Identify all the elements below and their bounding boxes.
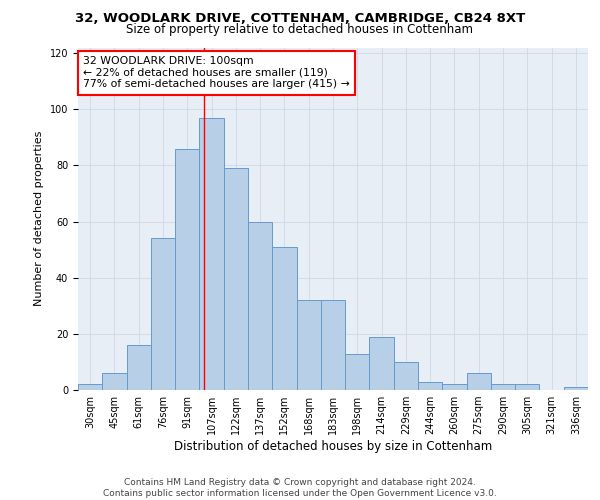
Bar	[370, 336, 394, 390]
Bar	[515, 384, 539, 390]
Y-axis label: Number of detached properties: Number of detached properties	[34, 131, 44, 306]
Text: Contains HM Land Registry data © Crown copyright and database right 2024.
Contai: Contains HM Land Registry data © Crown c…	[103, 478, 497, 498]
Bar	[102, 373, 127, 390]
Bar	[442, 384, 467, 390]
Bar	[248, 222, 272, 390]
Bar	[175, 148, 199, 390]
Bar	[467, 373, 491, 390]
Bar	[224, 168, 248, 390]
Bar	[345, 354, 370, 390]
X-axis label: Distribution of detached houses by size in Cottenham: Distribution of detached houses by size …	[174, 440, 492, 453]
Bar	[127, 345, 151, 390]
Bar	[321, 300, 345, 390]
Bar	[199, 118, 224, 390]
Bar	[418, 382, 442, 390]
Bar	[151, 238, 175, 390]
Text: 32, WOODLARK DRIVE, COTTENHAM, CAMBRIDGE, CB24 8XT: 32, WOODLARK DRIVE, COTTENHAM, CAMBRIDGE…	[75, 12, 525, 26]
Bar	[272, 247, 296, 390]
Bar	[394, 362, 418, 390]
Bar	[78, 384, 102, 390]
Text: Size of property relative to detached houses in Cottenham: Size of property relative to detached ho…	[127, 22, 473, 36]
Bar	[491, 384, 515, 390]
Bar	[296, 300, 321, 390]
Text: 32 WOODLARK DRIVE: 100sqm
← 22% of detached houses are smaller (119)
77% of semi: 32 WOODLARK DRIVE: 100sqm ← 22% of detac…	[83, 56, 350, 90]
Bar	[564, 387, 588, 390]
